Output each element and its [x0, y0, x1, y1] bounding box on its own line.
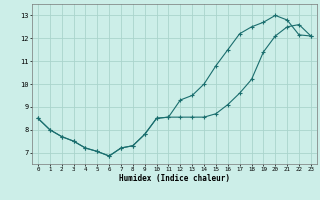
X-axis label: Humidex (Indice chaleur): Humidex (Indice chaleur) [119, 174, 230, 183]
